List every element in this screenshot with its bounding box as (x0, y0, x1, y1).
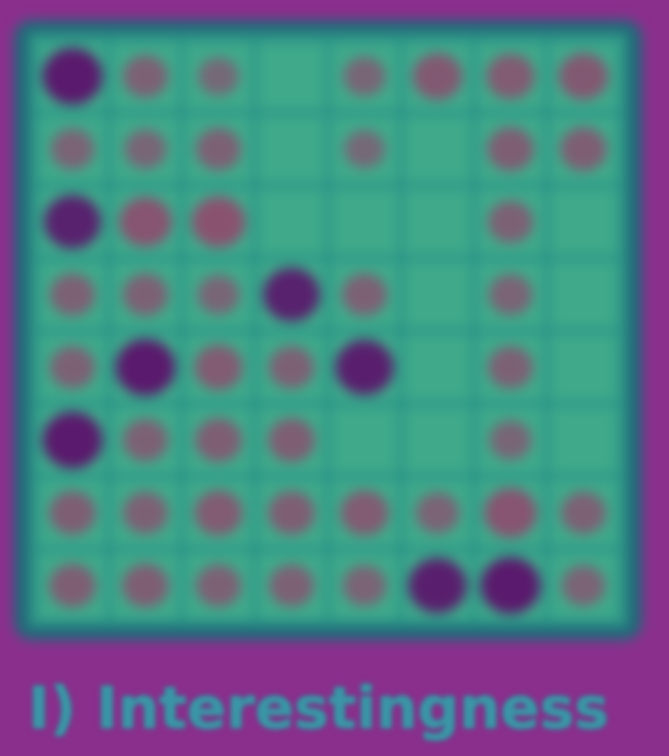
matrix-blob (195, 128, 242, 171)
matrix-blob (560, 127, 607, 171)
matrix-blob (49, 563, 96, 608)
matrix-blob (195, 564, 242, 607)
matrix-blob (44, 194, 101, 249)
matrix-blob (198, 57, 239, 96)
matrix-blob (342, 565, 387, 606)
matrix-blob (489, 420, 532, 460)
matrix-blob (50, 128, 95, 170)
matrix-blob (119, 197, 172, 247)
matrix-blob (195, 418, 242, 462)
matrix-blob (194, 490, 243, 536)
matrix-blob (49, 346, 96, 389)
matrix-blob (268, 346, 315, 389)
matrix-blob (122, 419, 169, 462)
matrix-blob (560, 491, 607, 534)
matrix-blob (486, 53, 535, 99)
panel-caption: I) Interestingness (28, 674, 609, 742)
matrix-blob (42, 411, 103, 469)
matrix-blob (122, 273, 169, 316)
matrix-blob (480, 557, 541, 614)
matrix-blob (561, 565, 606, 606)
matrix-blob (484, 488, 537, 538)
matrix-blob (412, 53, 463, 100)
matrix-grid-lines (34, 38, 622, 624)
matrix-blob (335, 339, 394, 396)
matrix-blob (191, 196, 246, 248)
matrix-blob (341, 273, 388, 316)
matrix-blob (194, 344, 243, 390)
matrix-blob (49, 273, 96, 316)
matrix-blob (197, 274, 240, 315)
matrix-blob (268, 491, 315, 535)
matrix-blob (263, 267, 320, 322)
matrix-blob (49, 491, 96, 535)
matrix-blobs (42, 48, 609, 614)
matrix-blob (415, 492, 460, 534)
matrix-blob (268, 418, 315, 462)
matrix-blob (124, 129, 167, 169)
matrix-blob (408, 557, 467, 614)
matrix-blob (122, 491, 169, 534)
matrix-blob (42, 48, 103, 105)
matrix-blob (122, 55, 169, 98)
matrix-blob (344, 130, 385, 169)
matrix-blob (122, 563, 169, 608)
matrix-blob (343, 56, 386, 97)
matrix-blob (488, 274, 533, 315)
matrix-blob (558, 53, 609, 100)
matrix-blob (487, 346, 534, 389)
matrix-blob (487, 127, 534, 171)
matrix-blob (268, 564, 315, 607)
matrix-blob (115, 339, 176, 396)
matrix-blob (487, 200, 534, 243)
matrix-blob (340, 490, 389, 536)
